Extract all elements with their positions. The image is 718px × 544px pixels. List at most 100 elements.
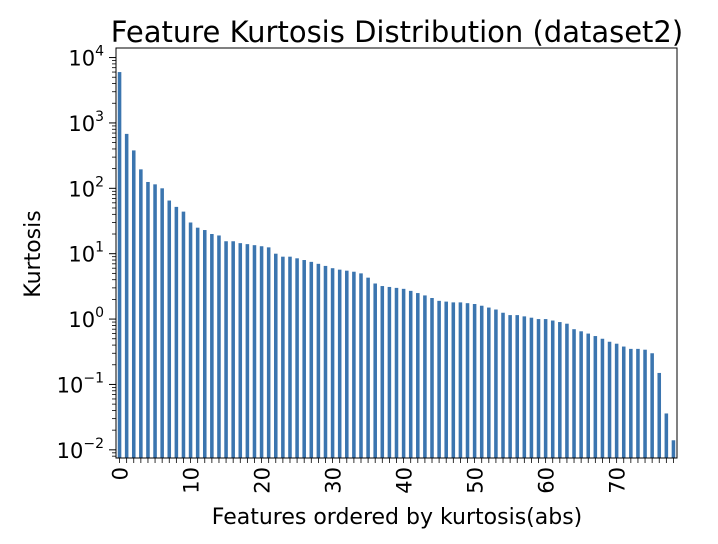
bar-57 [522, 316, 527, 458]
bar-6 [160, 188, 164, 458]
bar-42 [416, 293, 420, 458]
bar-21 [266, 247, 271, 458]
bar-37 [380, 286, 385, 458]
bar-60 [543, 319, 548, 458]
bar-15 [224, 241, 228, 458]
bar-16 [231, 241, 235, 458]
bar-23 [281, 256, 285, 458]
bar-53 [494, 309, 498, 458]
bar-41 [408, 290, 413, 458]
bar-56 [515, 315, 519, 458]
bar-17 [238, 243, 243, 458]
bar-78 [671, 440, 676, 458]
y-axis-ticks: 10−2 10−1 100 101 102 103 104 [57, 44, 116, 463]
bar-67 [593, 336, 598, 458]
bar-19 [252, 245, 257, 458]
bar-22 [274, 253, 278, 458]
bars-group [117, 72, 676, 459]
bar-4 [146, 181, 150, 459]
x-tick-label: 10 [180, 467, 204, 494]
bar-61 [550, 320, 555, 458]
bar-75 [650, 353, 654, 458]
bar-40 [401, 288, 406, 458]
x-tick-label: 50 [464, 467, 488, 494]
bar-36 [373, 283, 377, 458]
bar-3 [139, 169, 143, 458]
chart-title: Feature Kurtosis Distribution (dataset2) [111, 15, 683, 49]
y-tick-label: 10−2 [57, 436, 104, 463]
bar-51 [479, 305, 484, 458]
x-tick-label: 20 [251, 467, 275, 494]
bar-30 [330, 268, 335, 458]
bar-8 [174, 206, 179, 458]
y-tick-label: 104 [68, 44, 104, 71]
bar-29 [323, 265, 328, 458]
x-tick-label: 30 [322, 467, 346, 494]
bar-39 [394, 287, 399, 458]
bar-2 [131, 150, 136, 458]
bar-71 [621, 346, 626, 458]
bar-24 [288, 256, 292, 458]
bar-54 [501, 312, 505, 458]
bar-18 [245, 244, 250, 458]
bar-31 [337, 269, 342, 458]
bar-27 [309, 261, 314, 458]
x-tick-label: 60 [535, 467, 559, 494]
bar-43 [423, 295, 427, 458]
bar-72 [629, 348, 633, 458]
y-tick-label: 100 [68, 305, 104, 332]
bar-20 [259, 246, 264, 458]
bar-1 [124, 133, 129, 458]
bar-12 [202, 230, 207, 458]
y-axis-label: Kurtosis [21, 210, 46, 297]
bar-62 [558, 322, 562, 458]
bar-77 [664, 413, 669, 458]
bar-74 [643, 349, 647, 458]
bar-63 [565, 323, 569, 458]
bar-0 [117, 72, 122, 458]
y-tick-label: 10−1 [57, 370, 104, 397]
bar-44 [430, 298, 434, 458]
bar-32 [345, 270, 349, 458]
bar-73 [636, 348, 640, 458]
bar-14 [217, 235, 221, 458]
bar-70 [614, 343, 619, 458]
bar-34 [359, 273, 363, 458]
bar-5 [153, 184, 157, 458]
bar-66 [586, 333, 591, 458]
y-tick-label: 101 [68, 240, 104, 267]
bar-38 [387, 286, 392, 458]
bar-26 [302, 260, 306, 458]
bar-10 [188, 222, 193, 458]
bar-65 [579, 331, 583, 458]
bar-9 [181, 211, 186, 458]
bar-58 [529, 317, 534, 458]
bar-33 [352, 271, 356, 458]
bar-64 [572, 329, 576, 458]
x-axis-label: Features ordered by kurtosis(abs) [212, 505, 583, 530]
bar-45 [437, 300, 441, 458]
bar-55 [508, 315, 512, 458]
bar-28 [316, 263, 321, 458]
y-tick-label: 103 [68, 109, 104, 136]
bar-47 [451, 302, 456, 458]
bar-52 [487, 307, 491, 458]
bar-49 [465, 303, 470, 458]
bar-76 [657, 372, 662, 458]
bar-25 [295, 258, 299, 458]
bar-46 [444, 301, 448, 458]
x-tick-label: 0 [109, 467, 133, 480]
plot-area-frame [115, 47, 678, 459]
x-axis-ticks: 0 10 20 30 40 50 60 70 [109, 458, 674, 494]
bar-35 [366, 277, 370, 458]
bar-48 [458, 302, 463, 458]
x-tick-label: 70 [606, 467, 630, 494]
y-tick-label: 102 [68, 174, 104, 201]
bar-13 [210, 234, 214, 458]
bar-69 [607, 341, 612, 458]
bar-7 [167, 200, 172, 459]
bar-59 [536, 319, 541, 458]
bar-68 [600, 338, 605, 458]
x-tick-label: 40 [393, 467, 417, 494]
